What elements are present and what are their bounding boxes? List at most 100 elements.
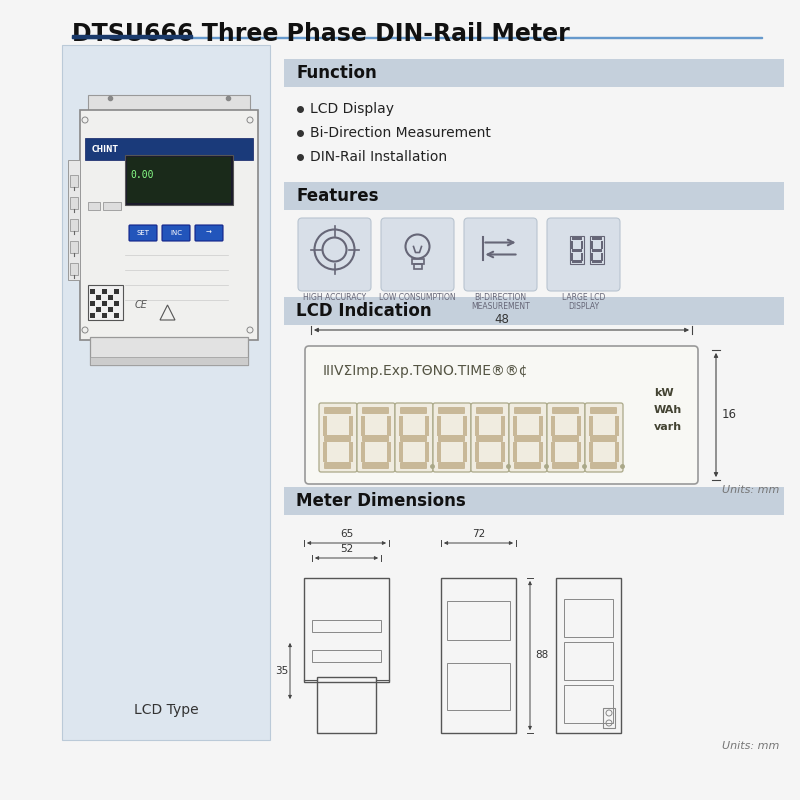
Text: BI-DIRECTION: BI-DIRECTION [474, 293, 526, 302]
Bar [108, 307, 113, 312]
Text: LCD Type: LCD Type [134, 703, 198, 717]
Bar [114, 289, 119, 294]
Bar [102, 313, 107, 318]
Bar [114, 313, 119, 318]
Bar [590, 253, 593, 261]
Bar [399, 442, 403, 462]
FancyBboxPatch shape [357, 403, 395, 472]
Text: MEASUREMENT: MEASUREMENT [471, 302, 530, 311]
FancyBboxPatch shape [129, 225, 157, 241]
Bar [564, 599, 613, 637]
Bar [90, 301, 95, 306]
FancyBboxPatch shape [438, 462, 465, 469]
FancyBboxPatch shape [324, 462, 351, 469]
Bar [577, 442, 581, 462]
Bar [70, 219, 78, 231]
Bar [411, 258, 423, 263]
FancyBboxPatch shape [319, 403, 357, 472]
FancyBboxPatch shape [464, 218, 537, 291]
Bar [551, 442, 555, 462]
Text: CE: CE [135, 300, 148, 310]
Bar [96, 307, 101, 312]
FancyBboxPatch shape [324, 407, 351, 414]
Text: varh: varh [654, 422, 682, 432]
Text: CHINT: CHINT [92, 145, 119, 154]
Bar [591, 249, 602, 251]
Text: 88: 88 [535, 650, 548, 661]
Text: WAh: WAh [654, 405, 682, 415]
FancyBboxPatch shape [298, 218, 371, 291]
FancyBboxPatch shape [514, 435, 541, 442]
Bar [590, 241, 593, 249]
FancyBboxPatch shape [471, 403, 509, 472]
Bar [539, 442, 543, 462]
Bar [70, 175, 78, 187]
Bar [88, 202, 100, 210]
Bar [441, 578, 516, 733]
FancyBboxPatch shape [324, 435, 351, 442]
Bar [447, 602, 510, 640]
Bar [581, 253, 582, 261]
Bar [570, 235, 583, 263]
Text: HIGH ACCURACY: HIGH ACCURACY [303, 293, 366, 302]
Bar [96, 295, 101, 300]
FancyBboxPatch shape [476, 435, 503, 442]
Bar [125, 155, 233, 205]
Text: Units: mm: Units: mm [722, 741, 779, 751]
Bar [349, 416, 353, 436]
Text: SET: SET [137, 230, 150, 236]
FancyBboxPatch shape [547, 403, 585, 472]
FancyBboxPatch shape [400, 435, 427, 442]
Bar [62, 45, 270, 740]
Text: LOW CONSUMPTION: LOW CONSUMPTION [379, 293, 456, 302]
FancyBboxPatch shape [590, 435, 617, 442]
Bar [361, 416, 365, 436]
FancyBboxPatch shape [552, 435, 579, 442]
Bar [284, 487, 784, 515]
Text: INC: INC [170, 230, 182, 236]
Bar [70, 241, 78, 253]
Text: LCD Display: LCD Display [310, 102, 394, 116]
Bar [70, 263, 78, 275]
Bar [463, 442, 467, 462]
Bar [399, 416, 403, 436]
FancyBboxPatch shape [552, 462, 579, 469]
Text: →: → [206, 230, 212, 236]
Bar [102, 301, 107, 306]
Text: IIIVΣImp.Exp.TΘNO.TIME®®¢: IIIVΣImp.Exp.TΘNO.TIME®®¢ [323, 364, 529, 378]
Bar [501, 416, 505, 436]
Bar [304, 578, 389, 682]
Bar [70, 197, 78, 209]
Bar [571, 259, 582, 262]
FancyBboxPatch shape [395, 403, 433, 472]
FancyBboxPatch shape [362, 462, 389, 469]
Bar [312, 620, 381, 632]
Text: kW: kW [654, 388, 674, 398]
Bar [513, 416, 517, 436]
Bar [463, 416, 467, 436]
Bar [80, 110, 258, 340]
FancyBboxPatch shape [476, 462, 503, 469]
Bar [501, 442, 505, 462]
FancyBboxPatch shape [400, 462, 427, 469]
FancyBboxPatch shape [438, 435, 465, 442]
Bar [589, 442, 593, 462]
Bar [564, 685, 613, 723]
Text: LCD Indication: LCD Indication [296, 302, 432, 320]
Bar [108, 295, 113, 300]
Bar [581, 241, 582, 249]
Bar [437, 416, 441, 436]
Bar [72, 37, 762, 38]
Bar [323, 442, 327, 462]
Text: DIN-Rail Installation: DIN-Rail Installation [310, 150, 447, 164]
Text: DTSU666 Three Phase DIN-Rail Meter: DTSU666 Three Phase DIN-Rail Meter [72, 22, 570, 46]
FancyBboxPatch shape [162, 225, 190, 241]
Bar [361, 442, 365, 462]
Bar [68, 160, 80, 280]
Bar [425, 416, 429, 436]
Bar [90, 313, 95, 318]
Bar [570, 253, 573, 261]
Bar [284, 297, 784, 325]
Bar [88, 95, 250, 140]
Bar [615, 442, 619, 462]
